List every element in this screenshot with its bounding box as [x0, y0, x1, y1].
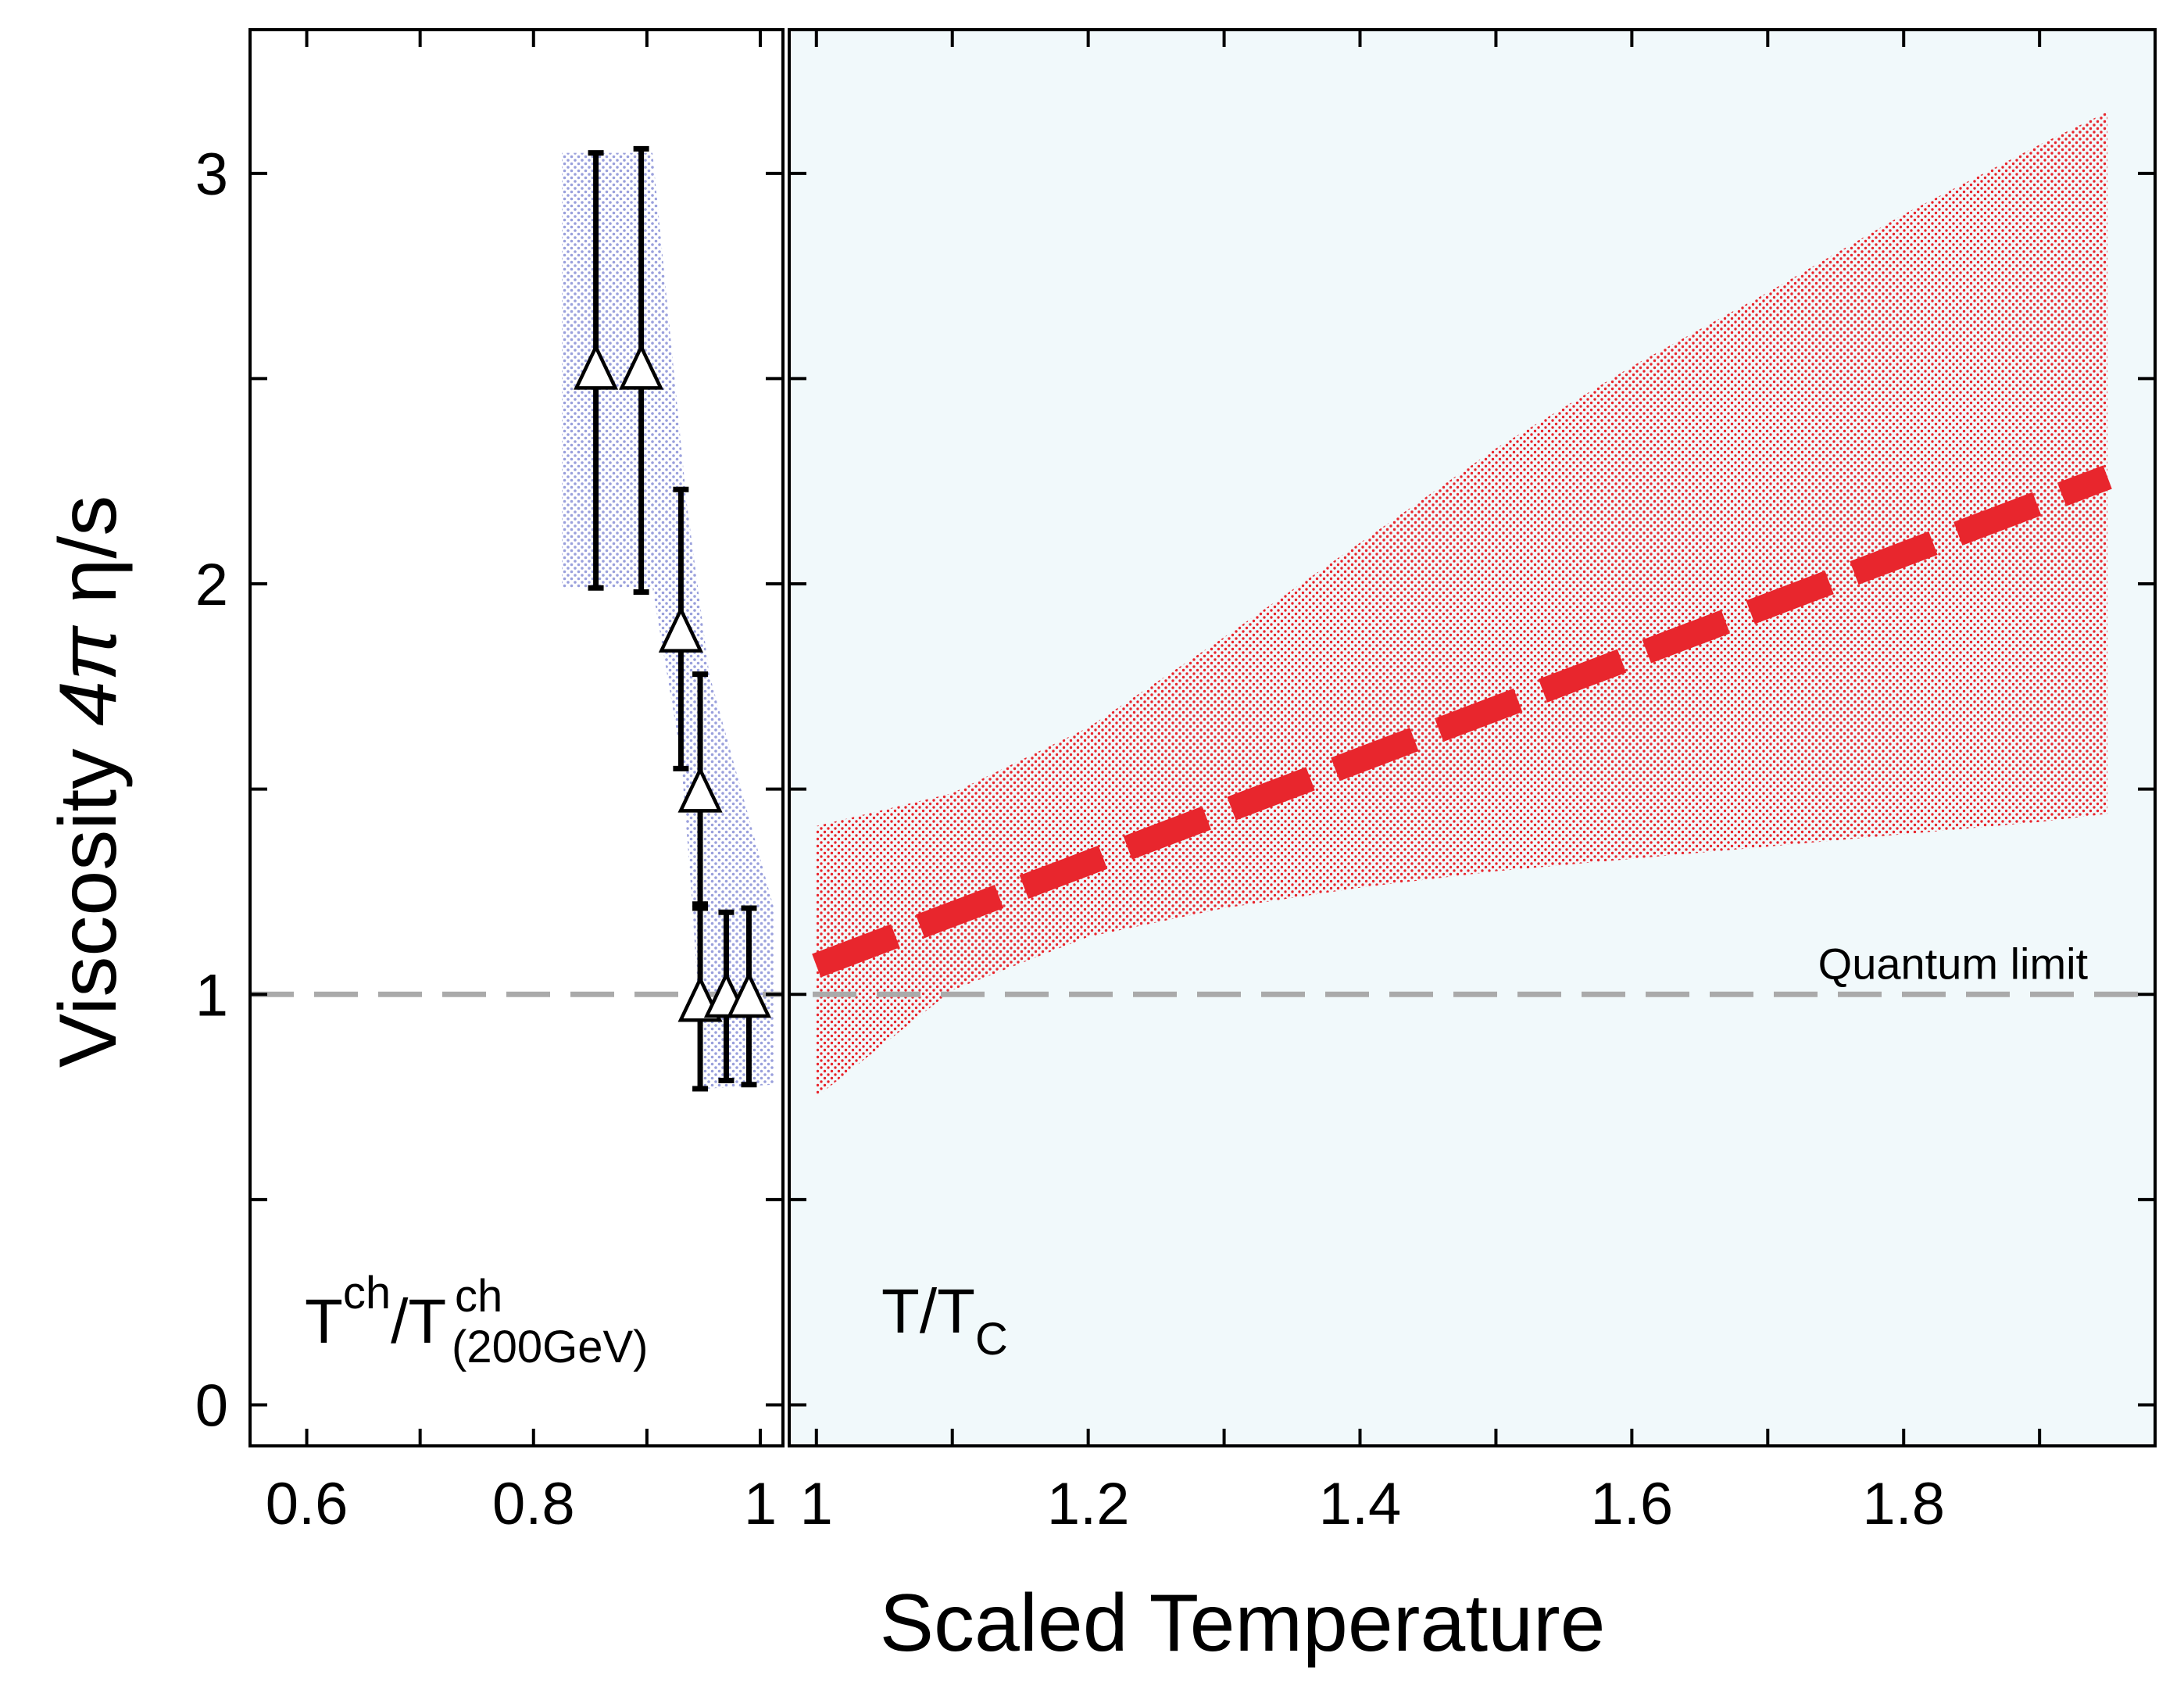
y-axis-title-word: Viscosity — [43, 726, 134, 1068]
y-axis-title-factor: 4π — [43, 624, 134, 726]
left-panel-label-sup2: ch — [455, 1271, 502, 1322]
x-tick-label-left: 0.8 — [492, 1471, 575, 1537]
quantum-limit-label: Quantum limit — [1818, 939, 2089, 988]
right-panel-label: T/TC — [881, 1276, 1008, 1365]
triangle-marker — [677, 765, 723, 813]
y-tick-label: 1 — [195, 962, 228, 1029]
triangle-marker — [574, 342, 619, 390]
right-panel-frame — [788, 28, 2157, 1447]
y-tick-label: 2 — [195, 552, 228, 618]
data-point — [658, 486, 703, 771]
x-tick-label-left: 0.6 — [266, 1471, 349, 1537]
x-tick-label-right: 1.4 — [1319, 1471, 1402, 1537]
triangle-marker — [619, 342, 664, 390]
y-axis-title-ratio: η/s — [43, 496, 134, 627]
right-panel-label-sub: C — [975, 1314, 1008, 1365]
right-panel-label-main: T/T — [881, 1276, 975, 1346]
central-dashed-line — [812, 465, 2112, 978]
x-tick-label-right: 1.8 — [1862, 1471, 1945, 1537]
y-tick-label: 0 — [195, 1372, 228, 1439]
x-tick-label-left: 1 — [744, 1471, 777, 1537]
left-panel-label-mid: /T — [391, 1286, 446, 1356]
x-axis-title: Scaled Temperature — [880, 1578, 1606, 1669]
left-panel-label-sub2: (200GeV) — [452, 1322, 648, 1372]
data-point — [574, 150, 619, 591]
data-point — [726, 905, 772, 1088]
triangle-marker — [726, 971, 772, 1018]
left-panel-label-t: T — [305, 1286, 343, 1356]
data-point — [619, 145, 664, 596]
x-tick-label-right: 1.2 — [1047, 1471, 1130, 1537]
data-point — [677, 671, 723, 907]
triangle-marker — [658, 605, 703, 653]
data-points — [574, 145, 772, 1092]
left-panel-label: Tch/T — [305, 1268, 446, 1356]
x-tick-label-right: 1.6 — [1591, 1471, 1674, 1537]
y-axis-title: Viscosity 4π η/s — [43, 496, 134, 1068]
left-panel-label-sup1: ch — [343, 1268, 391, 1319]
left-panel-frame — [248, 28, 785, 1447]
x-tick-label-right: 1 — [800, 1471, 833, 1537]
y-tick-label: 3 — [195, 141, 228, 208]
